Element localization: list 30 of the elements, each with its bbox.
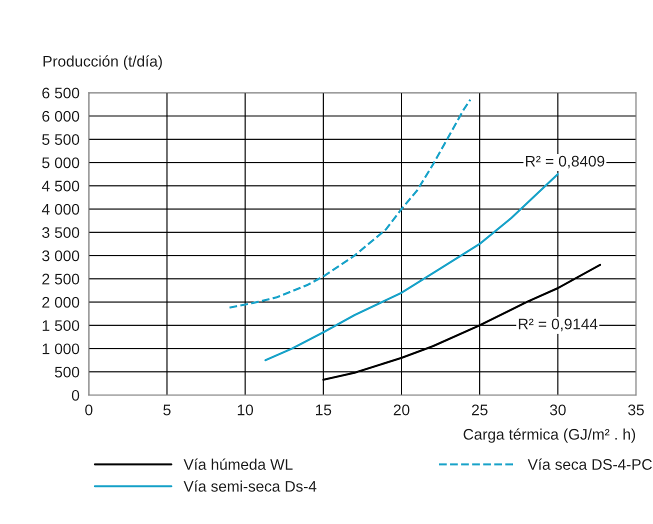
y-tick-label: 4 000	[42, 204, 80, 215]
annotation: R² = 0,9144	[518, 318, 598, 332]
y-tick-label: 6 000	[42, 110, 80, 122]
y-tick-label: 3 500	[42, 227, 80, 238]
x-tick-label: 25	[472, 404, 488, 416]
legend-label: Vía seca DS-4-PC	[528, 458, 652, 470]
x-tick-label: 20	[394, 404, 410, 416]
y-tick-label: 1 500	[42, 320, 80, 332]
y-tick-label: 1 000	[42, 343, 80, 354]
annotation: R² = 0,8409	[526, 156, 604, 168]
y-tick-label: 500	[54, 366, 80, 378]
x-tick-label: 30	[550, 404, 566, 416]
y-tick-label: 5 500	[42, 134, 80, 145]
legend-label: Vía semi-seca Ds-4	[184, 480, 316, 492]
y-tick-label: 5 000	[42, 157, 80, 168]
y-tick-label: 3 000	[42, 250, 80, 262]
y-tick-label: 4 500	[42, 180, 80, 192]
y-axis-title: Producción (t/día)	[44, 55, 162, 70]
x-tick-label: 35	[628, 404, 644, 416]
x-tick-label: 5	[163, 404, 171, 416]
y-tick-label: 0	[72, 390, 80, 401]
y-tick-label: 6 500	[42, 88, 80, 98]
legend-label: Vía húmeda WL	[184, 458, 293, 470]
x-tick-label: 0	[85, 404, 92, 416]
y-tick-label: 2 000	[42, 296, 80, 308]
x-tick-label: 10	[238, 404, 254, 416]
x-tick-label: 15	[316, 404, 332, 416]
line-series	[228, 98, 472, 309]
y-tick-label: 2 500	[42, 274, 80, 284]
x-axis-title: Carga térmica (GJ/m² . h)	[464, 428, 636, 443]
